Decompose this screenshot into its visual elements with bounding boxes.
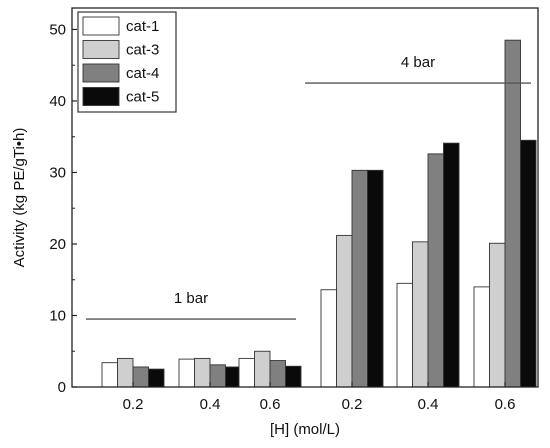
bar-cat-4-5 bbox=[504, 39, 521, 388]
bar-cat-5-0 bbox=[148, 368, 165, 388]
bar-cat-4-4 bbox=[427, 153, 444, 388]
y-tick-label: 0 bbox=[58, 379, 66, 396]
bar-cat-1-2 bbox=[238, 357, 255, 388]
bar-cat-1-1 bbox=[178, 358, 195, 388]
x-tick-label: 0.6 bbox=[260, 396, 281, 413]
y-tick-label: 50 bbox=[49, 21, 66, 38]
bar-cat-1-3 bbox=[320, 289, 337, 388]
annotation-label-1: 4 bar bbox=[401, 54, 435, 71]
x-axis-title: [H] (mol/L) bbox=[270, 421, 340, 438]
legend-label-cat-3: cat-3 bbox=[126, 42, 159, 59]
bar-cat-5-2 bbox=[285, 365, 302, 388]
bar-cat-4-2 bbox=[269, 360, 286, 388]
legend-swatch-cat-3 bbox=[82, 40, 120, 59]
bar-cat-1-0 bbox=[101, 362, 118, 388]
legend-label-cat-1: cat-1 bbox=[126, 18, 159, 35]
bar-cat-3-4 bbox=[412, 241, 429, 388]
legend-swatch-cat-5 bbox=[82, 87, 120, 106]
legend: cat-1 cat-3 cat-4 cat-5 bbox=[77, 11, 177, 113]
bar-cat-1-4 bbox=[396, 282, 413, 388]
bar-cat-1-5 bbox=[473, 286, 490, 388]
y-axis: 0 10 20 30 40 50 bbox=[49, 21, 77, 396]
legend-swatch-cat-4 bbox=[82, 63, 120, 83]
annotation-layer: 1 bar 4 bar bbox=[86, 54, 531, 320]
legend-label-cat-5: cat-5 bbox=[126, 89, 159, 106]
plot-frame bbox=[71, 7, 539, 388]
annotation-label-0: 1 bar bbox=[174, 290, 208, 307]
bar-cat-5-5 bbox=[520, 139, 537, 388]
y-axis-title: Activity (kg PE/gTi•h) bbox=[11, 128, 28, 268]
legend-swatch-cat-1 bbox=[82, 16, 120, 36]
bar-cat-3-5 bbox=[489, 242, 506, 388]
x-tick-label: 0.4 bbox=[200, 396, 221, 413]
x-tick-label: 0.6 bbox=[495, 396, 516, 413]
x-axis: 0.2 0.4 0.6 0.2 0.4 0.6 bbox=[123, 382, 516, 413]
bar-cat-3-2 bbox=[254, 350, 271, 388]
x-tick-label: 0.4 bbox=[418, 396, 439, 413]
y-tick-label: 20 bbox=[49, 236, 66, 253]
y-tick-label: 40 bbox=[49, 93, 66, 110]
bar-cat-5-4 bbox=[443, 142, 460, 388]
bar-cat-5-3 bbox=[367, 169, 384, 388]
bar-cat-3-3 bbox=[336, 234, 353, 388]
bar-cat-3-1 bbox=[194, 357, 211, 388]
bars-layer bbox=[101, 39, 537, 388]
y-tick-label: 10 bbox=[49, 307, 66, 324]
x-tick-label: 0.2 bbox=[123, 396, 144, 413]
x-tick-label: 0.2 bbox=[342, 396, 363, 413]
y-tick-label: 30 bbox=[49, 164, 66, 181]
bar-cat-4-1 bbox=[209, 364, 226, 388]
bar-cat-4-0 bbox=[132, 366, 149, 388]
bar-cat-3-0 bbox=[117, 357, 134, 388]
bar-cat-4-3 bbox=[351, 169, 368, 388]
legend-label-cat-4: cat-4 bbox=[126, 65, 159, 82]
